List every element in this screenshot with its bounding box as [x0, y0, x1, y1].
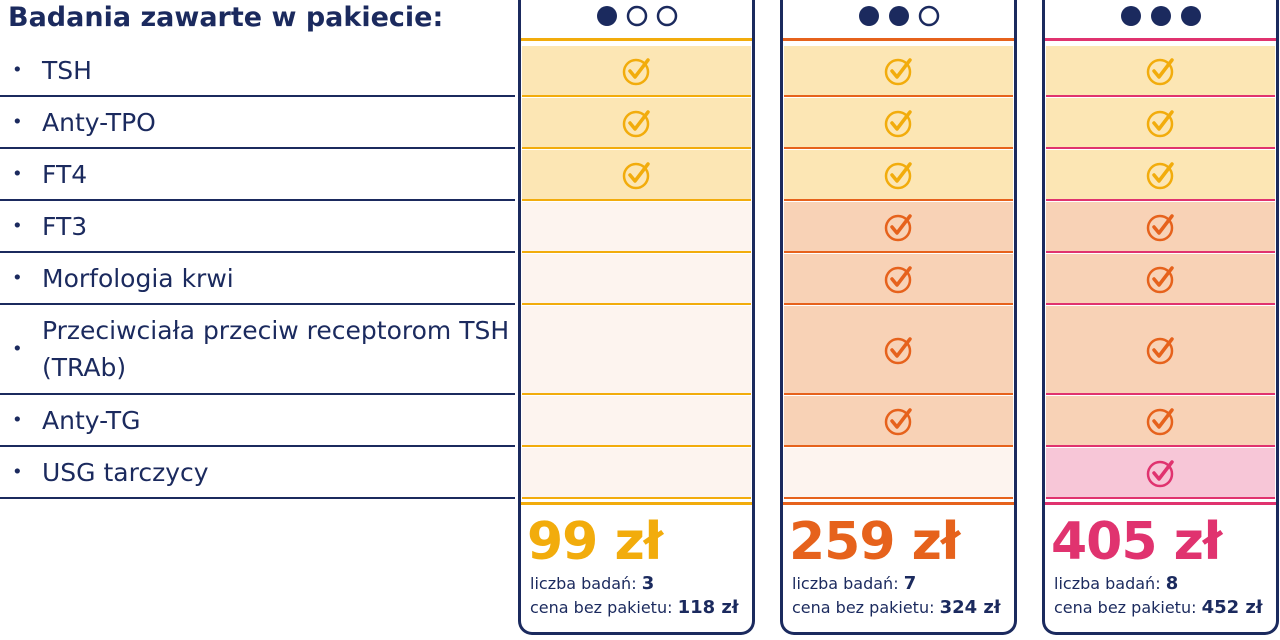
dot	[596, 6, 617, 26]
regular-price-value: 118 zł	[677, 597, 739, 618]
cell	[1046, 254, 1275, 305]
check-icon	[884, 265, 912, 293]
dot	[858, 6, 879, 26]
count-value: 7	[903, 573, 917, 594]
check-icon	[884, 161, 912, 189]
check-icon	[1146, 57, 1174, 85]
dot	[626, 5, 647, 27]
accent-line	[1045, 38, 1276, 41]
test-row: Anty-TG	[0, 395, 515, 447]
cell	[1046, 396, 1275, 447]
level-dots	[1120, 6, 1201, 26]
test-row: TSH	[0, 45, 515, 97]
cell	[1046, 448, 1275, 499]
check-icon	[622, 57, 650, 85]
level-dots	[858, 5, 939, 27]
regular-price: cena bez pakietu: 452 zł	[1054, 597, 1263, 618]
check-icon	[1146, 109, 1174, 137]
regular-price-label: cena bez pakietu:	[530, 598, 673, 617]
package-card	[518, 0, 755, 635]
cell	[1046, 98, 1275, 149]
price: 259 zł	[789, 512, 960, 572]
check-icon	[1146, 459, 1174, 487]
check-icon	[884, 407, 912, 435]
cell	[522, 46, 751, 97]
test-count: liczba badań: 3	[530, 573, 654, 594]
cell	[522, 396, 751, 447]
bottom-line	[1045, 502, 1276, 505]
dot	[1180, 6, 1201, 26]
dot	[918, 5, 939, 27]
check-icon	[1146, 161, 1174, 189]
cell	[522, 150, 751, 201]
check-icon	[884, 57, 912, 85]
cell	[1046, 202, 1275, 253]
check-icon	[622, 161, 650, 189]
regular-price-value: 324 zł	[939, 597, 1001, 618]
cell	[522, 448, 751, 499]
cell	[784, 396, 1013, 447]
cell	[522, 98, 751, 149]
check-icon	[1146, 265, 1174, 293]
dot	[1120, 6, 1141, 26]
bottom-line	[521, 502, 752, 505]
cell	[784, 202, 1013, 253]
regular-price: cena bez pakietu: 118 zł	[530, 597, 739, 618]
count-value: 8	[1165, 573, 1179, 594]
check-icon	[1146, 213, 1174, 241]
cell	[784, 150, 1013, 201]
accent-line	[521, 38, 752, 41]
cell	[522, 306, 751, 395]
dot	[656, 5, 677, 27]
bottom-line	[783, 502, 1014, 505]
package-card	[1042, 0, 1279, 635]
regular-price-value: 452 zł	[1201, 597, 1263, 618]
test-row: FT3	[0, 201, 515, 253]
test-count: liczba badań: 8	[1054, 573, 1178, 594]
cell	[784, 448, 1013, 499]
count-label: liczba badań:	[792, 574, 899, 593]
cell	[522, 254, 751, 305]
check-icon	[884, 109, 912, 137]
check-icon	[1146, 407, 1174, 435]
cell	[784, 306, 1013, 395]
check-icon	[622, 109, 650, 137]
test-row: FT4	[0, 149, 515, 201]
level-dots	[596, 5, 677, 27]
regular-price: cena bez pakietu: 324 zł	[792, 597, 1001, 618]
test-row: Anty-TPO	[0, 97, 515, 149]
count-label: liczba badań:	[1054, 574, 1161, 593]
count-value: 3	[641, 573, 655, 594]
test-row: Morfologia krwi	[0, 253, 515, 305]
check-icon	[884, 336, 912, 364]
test-row: Przeciwciała przeciw receptorom TSH (TRA…	[0, 305, 515, 395]
regular-price-label: cena bez pakietu:	[1054, 598, 1197, 617]
accent-line	[783, 38, 1014, 41]
price: 99 zł	[527, 512, 663, 572]
check-icon	[884, 213, 912, 241]
test-count: liczba badań: 7	[792, 573, 916, 594]
cell	[1046, 46, 1275, 97]
regular-price-label: cena bez pakietu:	[792, 598, 935, 617]
dot	[888, 6, 909, 26]
check-icon	[1146, 336, 1174, 364]
cell	[522, 202, 751, 253]
cell	[1046, 306, 1275, 395]
table-title: Badania zawarte w pakiecie:	[8, 2, 444, 33]
price: 405 zł	[1051, 512, 1222, 572]
cell	[784, 46, 1013, 97]
cell	[784, 98, 1013, 149]
package-card	[780, 0, 1017, 635]
test-row: USG tarczycy	[0, 447, 515, 499]
count-label: liczba badań:	[530, 574, 637, 593]
dot	[1150, 6, 1171, 26]
cell	[1046, 150, 1275, 201]
cell	[784, 254, 1013, 305]
